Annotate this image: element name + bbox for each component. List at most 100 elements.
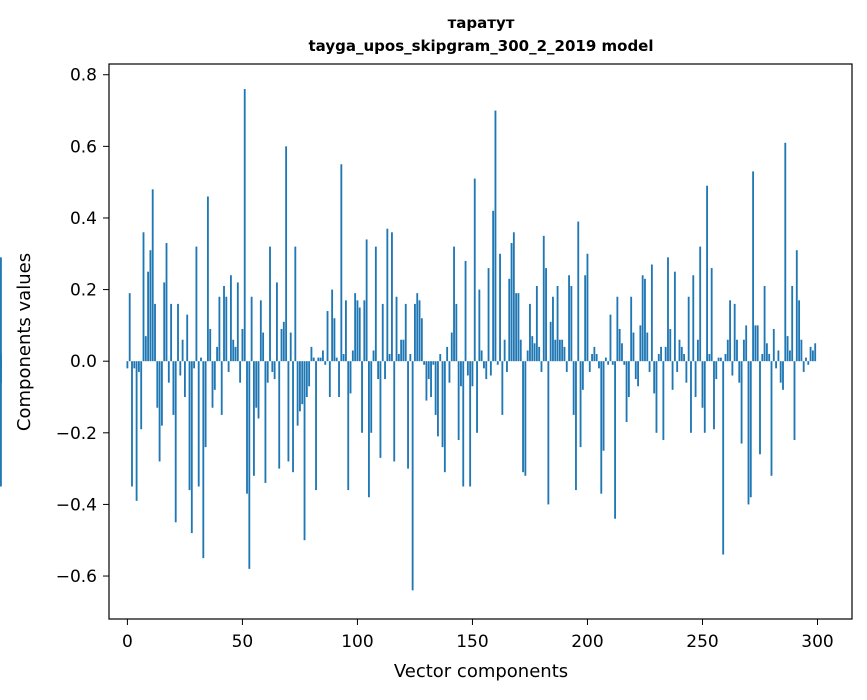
bar-198 xyxy=(581,361,584,390)
bar-280 xyxy=(770,361,773,476)
bar-150 xyxy=(471,361,474,387)
bar-107 xyxy=(372,350,375,362)
bar-286 xyxy=(784,142,787,362)
bar-undefined xyxy=(0,361,2,383)
bar-49 xyxy=(239,361,242,383)
bar-225 xyxy=(644,278,646,362)
bar-249 xyxy=(699,246,702,362)
bar-84 xyxy=(319,357,322,362)
bar-82 xyxy=(315,361,317,491)
bar-112 xyxy=(384,361,386,380)
bar-85 xyxy=(322,350,324,362)
bar-271 xyxy=(749,361,752,498)
bar-228 xyxy=(650,264,653,362)
bar-175 xyxy=(529,303,531,362)
bar-1 xyxy=(128,293,131,362)
bar-206 xyxy=(600,361,603,494)
bar-181 xyxy=(542,235,545,362)
y-tick-label: −0.4 xyxy=(56,495,97,515)
bar-260 xyxy=(724,354,727,362)
bar-54 xyxy=(250,296,253,362)
bar-187 xyxy=(556,286,559,362)
bar-258 xyxy=(719,357,722,362)
x-tick-label: 200 xyxy=(571,632,603,652)
bar-223 xyxy=(639,325,642,362)
bar-279 xyxy=(768,354,771,362)
bar-214 xyxy=(618,328,621,362)
bar-25 xyxy=(183,361,186,397)
bar-13 xyxy=(156,361,159,408)
bar-31 xyxy=(197,361,200,487)
bar-129 xyxy=(423,361,426,365)
bar-110 xyxy=(379,361,382,458)
bar-62 xyxy=(269,246,271,362)
bar-128 xyxy=(420,318,423,362)
bar-36 xyxy=(209,328,212,362)
bar-239 xyxy=(676,361,679,372)
bar-67 xyxy=(280,328,283,362)
bar-247 xyxy=(694,361,697,397)
bar-151 xyxy=(473,178,476,362)
bar-211 xyxy=(611,361,614,365)
bar-50 xyxy=(241,328,244,362)
bar-270 xyxy=(747,361,750,505)
x-tick-label: 250 xyxy=(686,632,718,652)
bar-227 xyxy=(648,361,651,372)
bar-215 xyxy=(621,343,623,362)
bar-218 xyxy=(627,361,630,397)
bar-192 xyxy=(568,275,570,362)
bar-60 xyxy=(264,361,267,483)
bar-38 xyxy=(213,361,216,390)
bar-95 xyxy=(345,300,347,362)
bar-74 xyxy=(296,361,299,426)
bar-158 xyxy=(489,361,492,376)
bar-0 xyxy=(126,361,129,369)
bar-120 xyxy=(402,339,405,362)
bar-15 xyxy=(160,361,163,426)
bar-284 xyxy=(779,361,782,383)
bar-262 xyxy=(729,300,731,362)
bar-16 xyxy=(163,282,166,362)
y-tick-label: 0.0 xyxy=(70,352,97,372)
bar-92 xyxy=(338,361,340,397)
chart-subtitle: tayga_upos_skipgram_300_2_2019 model xyxy=(309,37,654,55)
x-tick-label: 0 xyxy=(122,632,133,652)
bar-35 xyxy=(206,196,209,362)
y-tick-label: 0.2 xyxy=(70,281,97,301)
bar-116 xyxy=(393,361,396,462)
bar-282 xyxy=(775,361,778,369)
bar-163 xyxy=(501,361,504,415)
bar-197 xyxy=(579,361,582,448)
bar-80 xyxy=(310,346,313,362)
bar-236 xyxy=(669,328,672,362)
bar-180 xyxy=(540,361,543,372)
bar-47 xyxy=(234,346,237,362)
bar-73 xyxy=(294,246,297,362)
bar-216 xyxy=(623,361,626,365)
bar-58 xyxy=(259,300,262,362)
bar-90 xyxy=(333,318,336,362)
bar-105 xyxy=(368,361,370,498)
bar-104 xyxy=(365,239,368,362)
bar-71 xyxy=(289,332,292,362)
bar-55 xyxy=(253,361,255,476)
bar-250 xyxy=(701,361,704,408)
bar-248 xyxy=(696,339,699,362)
bar-274 xyxy=(756,325,759,362)
bar-220 xyxy=(632,332,635,362)
bar-259 xyxy=(722,361,725,555)
bar-57 xyxy=(257,361,260,419)
bar-125 xyxy=(414,303,416,362)
bar-2 xyxy=(131,361,133,487)
bar-24 xyxy=(181,339,184,362)
bar-124 xyxy=(411,361,414,591)
bar-213 xyxy=(616,296,619,362)
y-axis-ticks: −0.6 −0.4 −0.2 0.0 0.2 0.4 0.6 0.8 xyxy=(56,66,109,587)
bar-238 xyxy=(673,271,676,362)
bar-56 xyxy=(255,361,258,408)
bar-269 xyxy=(745,325,748,362)
bar-276 xyxy=(761,354,764,362)
bar-43 xyxy=(225,296,228,362)
bar-61 xyxy=(266,361,269,383)
bar-40 xyxy=(218,296,221,362)
